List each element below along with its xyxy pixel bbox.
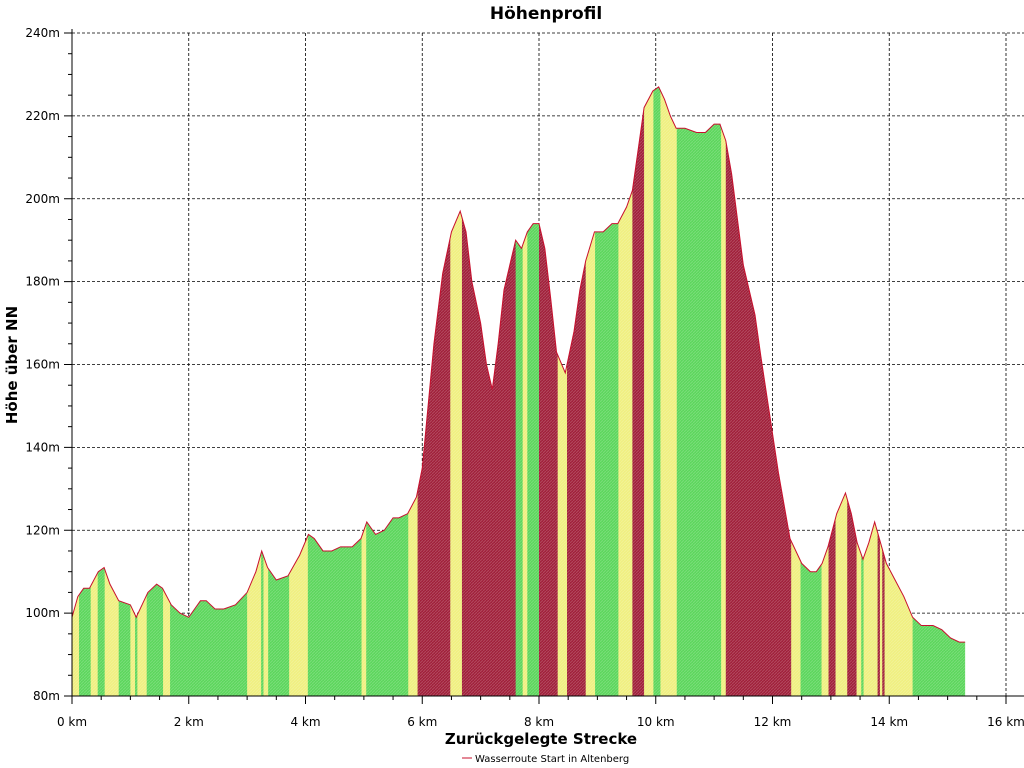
legend-label: Wasserroute Start in Altenberg	[475, 754, 629, 765]
x-tick-label: 6 km	[407, 715, 437, 729]
elevation-area	[72, 86, 966, 696]
y-tick-label: 100m	[25, 606, 60, 620]
x-tick-label: 10 km	[637, 715, 675, 729]
area-texture	[72, 86, 966, 696]
y-tick-label: 220m	[25, 109, 60, 123]
x-tick-label: 0 km	[57, 715, 87, 729]
y-tick-label: 80m	[33, 689, 60, 703]
elevation-line-group	[71, 86, 966, 643]
x-tick-label: 14 km	[870, 715, 908, 729]
x-tick-label: 8 km	[524, 715, 554, 729]
axes	[64, 29, 1024, 704]
y-tick-label: 240m	[25, 26, 60, 40]
y-tick-labels: 80m 100m 120m 140m 160m 180m 200m 220m 240m	[25, 26, 60, 703]
y-tick-label: 200m	[25, 192, 60, 206]
x-tick-label: 4 km	[290, 715, 320, 729]
y-tick-label: 160m	[25, 358, 60, 372]
x-tick-label: 12 km	[754, 715, 792, 729]
y-tick-label: 140m	[25, 440, 60, 454]
y-tick-label: 180m	[25, 275, 60, 289]
x-axis-title: Zurückgelegte Strecke	[445, 730, 637, 748]
elevation-line	[71, 86, 966, 643]
x-tick-label: 16 km	[987, 715, 1024, 729]
y-tick-label: 120m	[25, 523, 60, 537]
x-tick-label: 2 km	[174, 715, 204, 729]
legend: Wasserroute Start in Altenberg	[462, 754, 629, 765]
chart-title: Höhenprofil	[490, 4, 602, 24]
y-axis-title: Höhe über NN	[3, 306, 21, 424]
x-tick-labels: 0 km 2 km 4 km 6 km 8 km 10 km 12 km 14 km 16 km	[57, 715, 1024, 729]
